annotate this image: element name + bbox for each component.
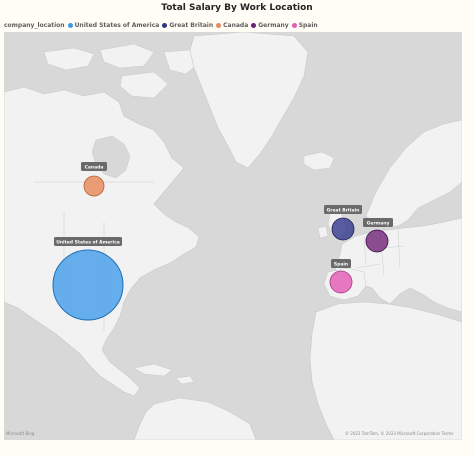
map-label-usa: United States of America xyxy=(54,237,122,246)
map-attribution-bing[interactable]: Microsoft Bing xyxy=(6,431,34,436)
legend-item-germany[interactable]: Germany xyxy=(251,22,288,29)
map-canvas[interactable]: United States of America Canada Great Br… xyxy=(4,32,462,440)
map-label-canada: Canada xyxy=(81,162,107,171)
land-africa xyxy=(310,302,462,440)
bubble-germany[interactable] xyxy=(366,230,388,252)
map-label-spain: Spain xyxy=(331,259,351,268)
legend-dot-usa xyxy=(68,23,73,28)
legend-dot-spain xyxy=(292,23,297,28)
map-label-great-britain: Great Britain xyxy=(324,205,362,214)
map-svg[interactable]: United States of America Canada Great Br… xyxy=(4,32,462,440)
bubble-great-britain[interactable] xyxy=(332,218,354,240)
legend-item-spain[interactable]: Spain xyxy=(292,22,318,29)
legend-item-usa[interactable]: United States of America xyxy=(68,22,160,29)
legend-label-canada: Canada xyxy=(223,22,248,29)
legend-label-germany: Germany xyxy=(258,22,288,29)
chart-title: Total Salary By Work Location xyxy=(0,3,474,13)
map-label-great-britain-text: Great Britain xyxy=(327,207,360,213)
map-attribution-copyright[interactable]: © 2023 TomTom, © 2023 Microsoft Corporat… xyxy=(345,431,453,436)
map-label-usa-text: United States of America xyxy=(56,239,120,245)
legend-dot-great-britain xyxy=(162,23,167,28)
legend-dot-canada xyxy=(216,23,221,28)
bubble-spain[interactable] xyxy=(330,271,352,293)
bubble-canada[interactable] xyxy=(84,176,104,196)
map-label-germany: Germany xyxy=(363,218,393,227)
legend-title: company_location xyxy=(4,22,65,29)
legend-label-spain: Spain xyxy=(299,22,318,29)
bubble-usa[interactable] xyxy=(53,250,123,320)
legend: company_location United States of Americ… xyxy=(4,20,321,30)
map-label-germany-text: Germany xyxy=(367,220,390,226)
legend-item-great-britain[interactable]: Great Britain xyxy=(162,22,213,29)
legend-dot-germany xyxy=(251,23,256,28)
legend-item-canada[interactable]: Canada xyxy=(216,22,248,29)
legend-label-great-britain: Great Britain xyxy=(169,22,213,29)
map-label-canada-text: Canada xyxy=(85,164,104,170)
map-label-spain-text: Spain xyxy=(334,261,348,267)
legend-label-usa: United States of America xyxy=(75,22,160,29)
